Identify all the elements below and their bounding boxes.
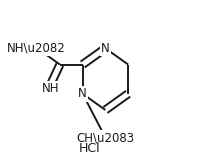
Text: NH: NH xyxy=(41,82,59,95)
Text: N: N xyxy=(101,42,110,55)
Text: NH\u2082: NH\u2082 xyxy=(7,42,66,55)
Text: N: N xyxy=(78,87,87,100)
Text: HCl: HCl xyxy=(78,142,100,155)
Text: CH\u2083: CH\u2083 xyxy=(76,131,134,144)
